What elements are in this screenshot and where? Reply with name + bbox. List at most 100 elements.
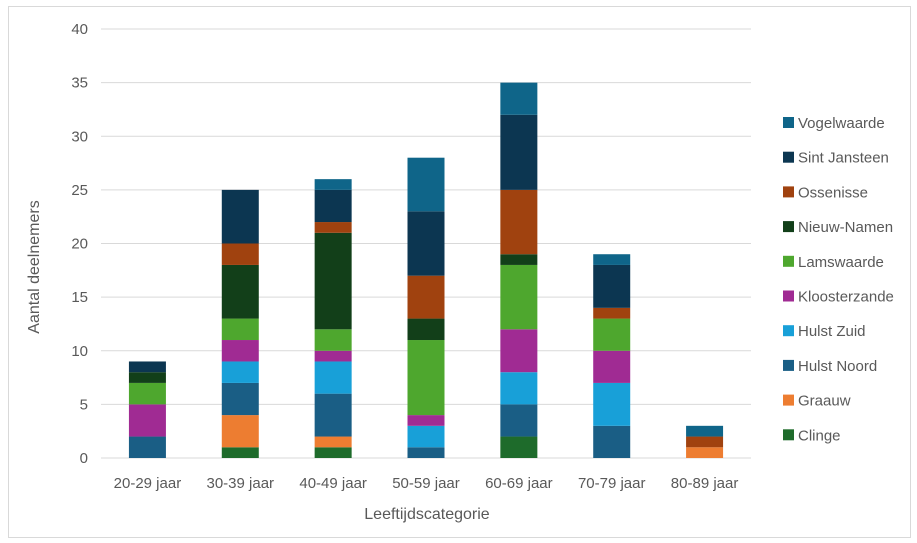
bar-segment (314, 436, 352, 448)
bar-segment (314, 222, 352, 233)
bar-segment (407, 415, 445, 426)
legend-swatch (783, 394, 794, 406)
bar-segment (593, 382, 631, 426)
bar-segment (314, 329, 352, 351)
bar-segment (500, 264, 538, 330)
bar-segment (128, 382, 166, 405)
x-tick-label: 50-59 jaar (392, 475, 460, 492)
legend-item: Sint Jansteen (783, 150, 889, 167)
bar-segment (314, 189, 352, 223)
y-tick-label: 25 (71, 182, 88, 199)
bar-segment (314, 361, 352, 394)
y-tick-label: 5 (80, 396, 88, 413)
bar-segment (128, 372, 166, 383)
bar-segment (593, 254, 631, 265)
y-axis-ticks: 0 5 10 15 20 25 30 35 40 (71, 21, 88, 467)
legend-item: Clinge (783, 427, 841, 444)
bar-segment (221, 340, 259, 362)
bar-segment (686, 436, 724, 448)
legend-label: Vogelwaarde (798, 115, 885, 132)
bar-segment (314, 179, 352, 190)
legend-swatch (783, 186, 794, 198)
bar-segment (407, 447, 445, 458)
legend-label: Clinge (798, 427, 841, 444)
x-tick-label: 20-29 jaar (114, 475, 182, 492)
y-tick-label: 30 (71, 128, 88, 145)
legend-item: Graauw (783, 393, 851, 410)
bar-segment (593, 307, 631, 319)
bar-segment (500, 436, 538, 458)
legend-swatch (783, 290, 794, 302)
legend-item: Ossenisse (783, 184, 868, 201)
bar-segment (500, 114, 538, 190)
legend-item: Hulst Noord (783, 358, 877, 375)
legend-item: Kloosterzande (783, 289, 894, 306)
legend-label: Hulst Noord (798, 358, 877, 375)
x-axis-label: Leeftijdscategorie (364, 506, 490, 523)
legend-label: Lamswaarde (798, 254, 884, 271)
y-axis-label: Aantal deelnemers (26, 200, 43, 333)
bar-segment (686, 425, 724, 437)
bar-segment (407, 211, 445, 276)
bar-segment (128, 361, 166, 373)
bar-segment (593, 264, 631, 308)
bars (128, 82, 724, 458)
legend-label: Hulst Zuid (798, 323, 866, 340)
y-tick-label: 0 (80, 450, 88, 467)
bar-segment (593, 350, 631, 383)
bar-segment (407, 275, 445, 319)
legend-item: Nieuw-Namen (783, 219, 893, 236)
bar-segment (221, 243, 259, 265)
bar-segment (500, 329, 538, 373)
legend-label: Ossenisse (798, 184, 868, 201)
legend-swatch (783, 325, 794, 337)
bar-segment (407, 157, 445, 212)
y-tick-label: 15 (71, 289, 88, 306)
y-tick-label: 35 (71, 75, 88, 92)
chart-area: 0 5 10 15 20 25 30 35 40 20-29 jaar 30-39 jaar 40-… (8, 6, 911, 538)
bar-segment (221, 447, 259, 458)
bar-segment (221, 189, 259, 244)
bar-segment (407, 318, 445, 341)
legend-item: Vogelwaarde (783, 115, 885, 132)
bar-segment (221, 382, 259, 416)
y-tick-label: 40 (71, 21, 88, 38)
bar-segment (314, 393, 352, 437)
legend-item: Hulst Zuid (783, 323, 866, 340)
bar-segment (500, 372, 538, 405)
bar-segment (407, 425, 445, 448)
bar-segment (500, 189, 538, 255)
legend: Vogelwaarde Sint Jansteen Ossenisse Nieuw-N… (783, 115, 894, 444)
bar-segment (686, 447, 724, 458)
bar-segment (314, 232, 352, 330)
bar-segment (221, 361, 259, 383)
bar-segment (128, 404, 166, 437)
bar-segment (314, 350, 352, 362)
legend-swatch (783, 255, 794, 267)
bar-segment (314, 447, 352, 458)
x-tick-label: 80-89 jaar (671, 475, 739, 492)
y-tick-label: 10 (71, 343, 88, 360)
legend-label: Graauw (798, 393, 851, 410)
y-tick-label: 20 (71, 236, 88, 253)
bar-segment (221, 415, 259, 448)
legend-swatch (783, 429, 794, 441)
x-tick-label: 40-49 jaar (299, 475, 367, 492)
x-tick-label: 30-39 jaar (207, 475, 275, 492)
legend-item: Lamswaarde (783, 254, 884, 271)
x-axis-ticks: 20-29 jaar 30-39 jaar 40-49 jaar 50-59 jaar… (114, 475, 739, 492)
bar-segment (593, 425, 631, 458)
legend-swatch (783, 359, 794, 371)
legend-label: Sint Jansteen (798, 150, 889, 167)
x-tick-label: 60-69 jaar (485, 475, 553, 492)
x-tick-label: 70-79 jaar (578, 475, 646, 492)
legend-swatch (783, 221, 794, 233)
bar-segment (500, 82, 538, 115)
legend-label: Kloosterzande (798, 289, 894, 306)
bar-segment (221, 318, 259, 341)
bar-segment (221, 264, 259, 319)
bar-segment (593, 318, 631, 351)
legend-swatch (783, 117, 794, 128)
bar-segment (407, 340, 445, 416)
legend-swatch (783, 151, 794, 163)
